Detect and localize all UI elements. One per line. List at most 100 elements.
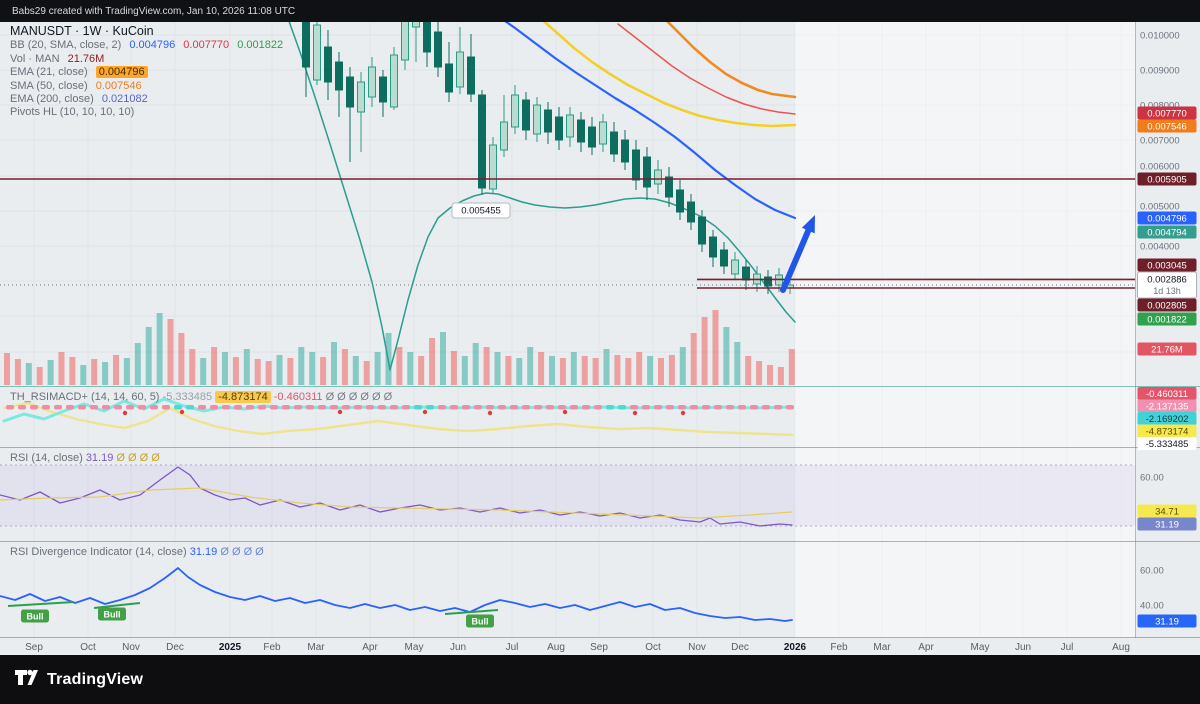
- time-axis-label[interactable]: Feb: [830, 642, 848, 653]
- ema-orange-line: [666, 22, 797, 99]
- legend-bb[interactable]: BB (20, SMA, close, 2) 0.004796 0.007770…: [10, 39, 288, 52]
- axis-label: 40.00: [1140, 600, 1164, 611]
- current-price-text: 0.002886: [1147, 275, 1187, 286]
- volume-bar: [58, 352, 65, 385]
- time-axis-label[interactable]: Jun: [1015, 642, 1031, 653]
- rsi-band: [0, 465, 1135, 526]
- tradingview-logo-icon[interactable]: [14, 667, 39, 693]
- th-dash: [306, 405, 314, 410]
- volume-bar: [352, 356, 359, 385]
- time-axis-label[interactable]: Feb: [263, 642, 281, 653]
- candle: [390, 54, 398, 108]
- volume-bar: [134, 343, 141, 385]
- time-axis-label[interactable]: Apr: [918, 642, 934, 653]
- time-axis-label[interactable]: 2025: [219, 642, 242, 653]
- bb-upper-value: 0.007770: [183, 39, 230, 52]
- volume-bar: [494, 352, 501, 385]
- candle: [401, 22, 409, 61]
- time-axis-label[interactable]: Oct: [645, 642, 661, 653]
- th-dash: [582, 405, 590, 410]
- volume-bar: [298, 347, 305, 385]
- axis-badge-text: -2.169202: [1146, 414, 1189, 425]
- time-axis-label[interactable]: Apr: [362, 642, 378, 653]
- time-axis-label[interactable]: Dec: [166, 642, 184, 653]
- th-histogram: [6, 405, 794, 416]
- time-axis-label[interactable]: Jul: [506, 642, 519, 653]
- th-rsimacd-legend[interactable]: TH_RSIMACD+ (14, 14, 60, 5) -5.333485 -4…: [10, 391, 392, 403]
- candle: [632, 149, 640, 181]
- th-dash: [234, 405, 242, 410]
- th-dash: [258, 405, 266, 410]
- axis-label: 0.004000: [1140, 241, 1180, 252]
- volume-bar: [461, 356, 468, 385]
- time-axis-label[interactable]: Nov: [122, 642, 140, 653]
- volume-bar: [505, 356, 512, 385]
- rsi-divergence-legend[interactable]: RSI Divergence Indicator (14, close) 31.…: [10, 546, 264, 558]
- time-axis-label[interactable]: Jun: [450, 642, 466, 653]
- axis-badge-text: 0.003045: [1147, 260, 1187, 271]
- volume-bar: [701, 317, 708, 385]
- time-axis-label[interactable]: Nov: [688, 642, 706, 653]
- volume-bar: [625, 358, 632, 385]
- volume-bar: [91, 359, 98, 385]
- th-dash: [702, 405, 710, 410]
- time-axis-label[interactable]: May: [971, 642, 990, 653]
- volume-bar: [450, 351, 457, 385]
- th-dash: [270, 405, 278, 410]
- volume-bar: [102, 362, 109, 385]
- volume-bar: [527, 347, 534, 385]
- time-axis-label[interactable]: Aug: [1112, 642, 1130, 653]
- candle: [544, 109, 552, 133]
- candle: [346, 76, 354, 108]
- volume-bar: [243, 349, 250, 385]
- candle: [357, 81, 365, 113]
- symbol-title[interactable]: MANUSDT · 1W · KuCoin: [10, 24, 154, 38]
- axis-label: 0.008000: [1140, 100, 1180, 111]
- th-dash: [342, 405, 350, 410]
- candle: [566, 114, 574, 138]
- ema21-value: 0.004796: [95, 66, 148, 79]
- volume-bar: [222, 352, 228, 385]
- th-dash: [666, 405, 674, 410]
- legend-ema21[interactable]: EMA (21, close) 0.004796: [10, 66, 288, 79]
- time-axis-label[interactable]: Dec: [731, 642, 749, 653]
- candle: [731, 259, 739, 275]
- time-axis-label[interactable]: 2026: [784, 642, 807, 653]
- time-axis-label[interactable]: Oct: [80, 642, 96, 653]
- legend-ema200[interactable]: EMA (200, close) 0.021082: [10, 93, 288, 106]
- time-axis-label[interactable]: Sep: [590, 642, 608, 653]
- volume-bar: [178, 333, 185, 385]
- chart-canvas[interactable]: Bull Bull Bull 0.005455 0.010000 0.009000 0.00…: [0, 22, 1200, 655]
- candle: [412, 22, 420, 28]
- time-axis-label[interactable]: May: [405, 642, 424, 653]
- volume-bar: [36, 367, 43, 385]
- legend-volume[interactable]: Vol · MAN 21.76M: [10, 53, 288, 66]
- bull-segment: [93, 602, 141, 609]
- price-note-box[interactable]: [451, 202, 511, 219]
- time-axis-label[interactable]: Jul: [1061, 642, 1074, 653]
- volume-bar: [603, 349, 610, 385]
- candle: [335, 61, 343, 91]
- th-dash: [6, 405, 14, 410]
- drawn-arrow-head[interactable]: [801, 215, 815, 234]
- legend-pivots[interactable]: Pivots HL (10, 10, 10, 10): [10, 106, 288, 119]
- th-dash: [678, 405, 686, 410]
- legend-sma50[interactable]: SMA (50, close) 0.007546: [10, 80, 288, 93]
- candle: [423, 22, 431, 53]
- axis-label: 0.009000: [1140, 65, 1180, 76]
- time-axis-label[interactable]: Aug: [547, 642, 565, 653]
- rsi-legend[interactable]: RSI (14, close) 31.19 Ø Ø Ø Ø: [10, 452, 160, 464]
- volume-bars: [4, 310, 795, 385]
- th-extra-values: Ø Ø Ø Ø Ø Ø: [325, 391, 393, 403]
- time-axis-label[interactable]: Mar: [873, 642, 891, 653]
- footer-brand[interactable]: TradingView: [47, 670, 144, 688]
- drawn-arrow[interactable]: [780, 227, 812, 293]
- volume-bar: [156, 313, 163, 385]
- th-dash: [462, 405, 470, 410]
- time-axis-label[interactable]: Mar: [307, 642, 325, 653]
- time-axis-label[interactable]: Sep: [25, 642, 43, 653]
- th-dash: [426, 405, 434, 410]
- th-dash: [402, 405, 410, 410]
- candle: [445, 63, 453, 93]
